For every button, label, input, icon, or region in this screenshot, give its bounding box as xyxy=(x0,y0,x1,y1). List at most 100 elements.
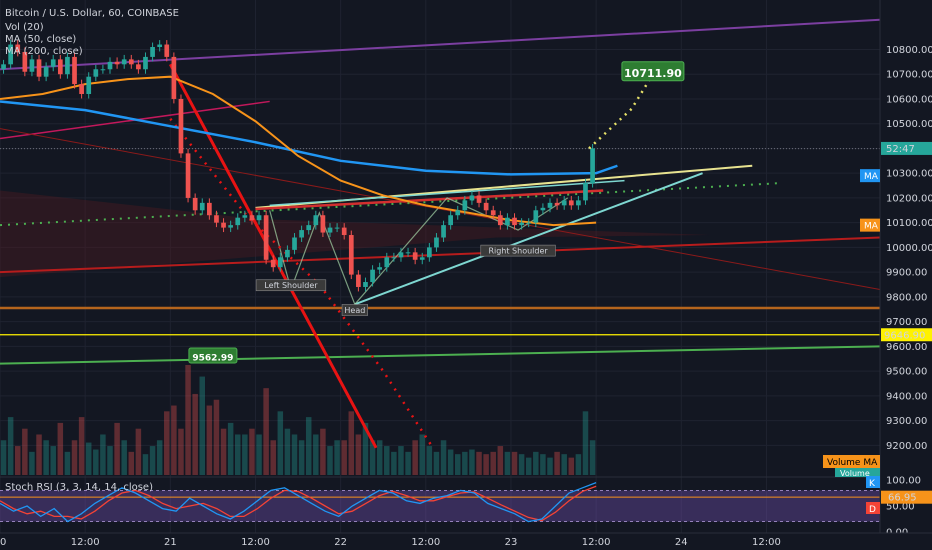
volume-label-text: Volume xyxy=(840,469,870,478)
stoch-rsi-title[interactable]: Stoch RSI (3, 3, 14, 14, close) xyxy=(5,482,153,493)
volume-bar-52 xyxy=(369,440,376,475)
time-tick-2: 21 xyxy=(164,537,177,548)
volume-bar-78 xyxy=(554,451,560,475)
volume-bar-82 xyxy=(582,411,589,475)
candle-body-32 xyxy=(228,225,233,228)
volume-bar-21 xyxy=(149,446,156,475)
stoch-tick-1: 50.00 xyxy=(886,502,915,513)
candle-body-19 xyxy=(136,64,141,70)
volume-bar-4 xyxy=(29,451,35,475)
candle-body-54 xyxy=(384,257,390,268)
candle-body-23 xyxy=(164,44,170,57)
volume-bar-59 xyxy=(419,434,426,475)
candle-body-25 xyxy=(178,98,184,154)
volume-bar-11 xyxy=(78,417,85,475)
pattern-label-left-shoulder: Left Shoulder xyxy=(255,279,327,292)
time-tick-0: 20 xyxy=(0,537,6,548)
legend-title[interactable]: Bitcoin / U.S. Dollar, 60, COINBASE xyxy=(5,8,179,19)
volume-bar-47 xyxy=(334,440,340,475)
price-tick-13: 9500.00 xyxy=(886,367,927,378)
volume-bar-72 xyxy=(511,451,518,475)
candle-body-60 xyxy=(427,247,432,258)
stoch-d-label: D xyxy=(866,502,880,515)
volume-bar-41 xyxy=(291,434,298,475)
legend-indicator-ma-200[interactable]: MA (200, close) xyxy=(5,46,83,57)
callout-support-price-text: 9562.99 xyxy=(192,353,233,363)
volume-bar-20 xyxy=(142,454,149,475)
candle-body-8 xyxy=(57,59,63,75)
candle-body-16 xyxy=(114,61,120,65)
volume-bar-28 xyxy=(199,376,206,475)
volume-bar-13 xyxy=(93,449,99,475)
price-axis[interactable]: 10800.0010700.0010600.0010500.0010400.00… xyxy=(823,0,932,539)
stoch-k-line xyxy=(0,481,597,523)
volume-bar-16 xyxy=(114,422,120,475)
candle-body-49 xyxy=(348,235,354,275)
callout-target-price[interactable]: 10711.90 xyxy=(621,61,685,82)
callout-support-price[interactable]: 9562.99 xyxy=(188,347,238,364)
time-tick-5: 12:00 xyxy=(411,537,440,548)
volume-bar-8 xyxy=(57,422,64,475)
candle-body-66 xyxy=(469,195,475,201)
legend-indicator-ma-50[interactable]: MA (50, close) xyxy=(5,34,76,45)
price-label-ma-50-bg xyxy=(860,218,880,232)
candle-body-27 xyxy=(192,197,198,211)
volume-ma-label-text: Volume MA xyxy=(827,458,878,468)
moving-average-lines xyxy=(0,75,618,227)
candle-body-76 xyxy=(540,207,546,211)
volume-bar-27 xyxy=(192,393,198,475)
price-tick-10: 9800.00 xyxy=(886,292,927,303)
candle-body-63 xyxy=(448,215,453,226)
volume-bar-29 xyxy=(206,405,213,475)
volume-label: Volume xyxy=(835,468,880,478)
price-tick-2: 10600.00 xyxy=(886,94,932,105)
price-tick-6: 10200.00 xyxy=(886,193,932,204)
volume-bar-74 xyxy=(525,457,532,475)
volume-bar-57 xyxy=(405,451,411,475)
volume-bar-6 xyxy=(43,440,49,475)
volume-bar-75 xyxy=(533,451,539,475)
volume-bar-44 xyxy=(313,434,319,475)
candle-body-6 xyxy=(43,66,49,77)
stoch-value-label-text: 66.95 xyxy=(888,493,917,504)
volume-bar-42 xyxy=(298,440,305,475)
candle-body-70 xyxy=(497,215,503,226)
pattern-label-right-shoulder-bg xyxy=(480,244,556,257)
price-tick-5: 10300.00 xyxy=(886,169,932,180)
pattern-label-right-shoulder: Right Shoulder xyxy=(480,244,556,257)
volume-bar-53 xyxy=(376,440,383,475)
candle-body-74 xyxy=(526,222,532,224)
price-tick-15: 9300.00 xyxy=(886,416,927,427)
candle-body-2 xyxy=(15,44,21,52)
candle-body-40 xyxy=(285,249,290,258)
candle-body-72 xyxy=(512,217,517,226)
legend-indicator-volume[interactable]: Vol (20) xyxy=(5,22,44,33)
volume-bar-64 xyxy=(454,454,461,475)
candle-body-1 xyxy=(8,44,13,65)
price-label-ma-200: MA xyxy=(860,169,880,183)
volume-bar-12 xyxy=(85,442,92,475)
time-axis[interactable]: 20 12:00 21 12:00 22 12:00 23 12:00 24 12:00 xyxy=(0,532,932,550)
stoch-rsi-panel: Stoch RSI (3, 3, 14, 14, close) xyxy=(0,476,880,523)
candle-body-24 xyxy=(171,56,177,99)
dark-red-descending-line xyxy=(0,128,881,290)
time-tick-8: 24 xyxy=(675,537,688,548)
candle-body-51 xyxy=(363,282,368,287)
candle-body-46 xyxy=(327,227,333,233)
candle-body-0 xyxy=(1,64,6,70)
green-support-line xyxy=(0,345,881,365)
volume-bar-50 xyxy=(355,434,362,475)
volume-bar-39 xyxy=(277,411,284,475)
volume-bar-19 xyxy=(135,428,142,475)
time-axis-ticks: 20 12:00 21 12:00 22 12:00 23 12:00 24 12:00 xyxy=(0,537,781,548)
price-tick-0: 10800.00 xyxy=(886,45,932,56)
candle-body-45 xyxy=(320,215,326,233)
volume-bar-68 xyxy=(483,454,489,475)
stoch-tick-0: 100.00 xyxy=(886,476,921,487)
pattern-label-right-shoulder-text: Right Shoulder xyxy=(488,247,548,256)
volume-bar-43 xyxy=(305,417,312,475)
price-label-ma-50: MA xyxy=(860,218,880,232)
candle-body-53 xyxy=(377,267,383,270)
candle-body-13 xyxy=(93,69,99,77)
